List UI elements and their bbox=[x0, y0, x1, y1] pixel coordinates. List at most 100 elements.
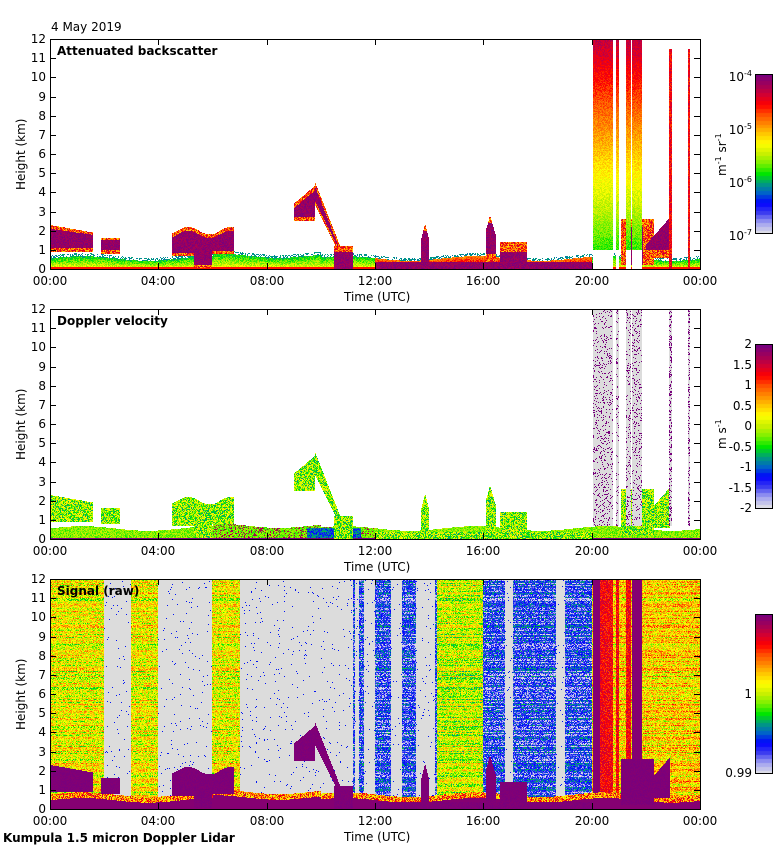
panel-2-xlabel: Time (UTC) bbox=[344, 560, 411, 574]
panel-1-xtick-label: 20:00 bbox=[574, 274, 610, 288]
unit-exponent: -1 bbox=[714, 156, 723, 165]
panel-3-ytick-right bbox=[694, 771, 700, 772]
panel-3-ytick bbox=[50, 752, 56, 753]
panel-3-ytick bbox=[50, 598, 56, 599]
panel-3-ytick-label: 9 bbox=[38, 630, 46, 644]
panel-2-ytick-label: 5 bbox=[38, 436, 46, 450]
panel-3-xtick-label: 20:00 bbox=[574, 814, 610, 828]
panel-3-ytick bbox=[50, 713, 56, 714]
panel-1-xtick-top bbox=[483, 39, 484, 45]
panel-2-ylabel: Height (km) bbox=[14, 388, 28, 460]
panel-2-colorbar-tick-label: 2 bbox=[744, 337, 752, 351]
tick-exponent: -4 bbox=[744, 69, 752, 78]
panel-1-ytick bbox=[50, 154, 56, 155]
panel-2-colorbar-tick-label: 0.5 bbox=[732, 399, 752, 413]
panel-2-ytick-label: 7 bbox=[38, 398, 46, 412]
panel-1-ytick bbox=[50, 77, 56, 78]
panel-1-xtick-top bbox=[158, 39, 159, 45]
panel-3-ytick-right bbox=[694, 790, 700, 791]
panel-3-xtick bbox=[483, 803, 484, 809]
panel-3-ytick-right bbox=[694, 598, 700, 599]
panel-3-ytick bbox=[50, 675, 56, 676]
panel-2-ytick bbox=[50, 520, 56, 521]
panel-3-colorbar bbox=[755, 614, 773, 774]
panel-3-ytick-label: 4 bbox=[38, 725, 46, 739]
panel-3-ytick-right bbox=[694, 752, 700, 753]
panel-2-colorbar bbox=[755, 344, 773, 509]
panel-1-xtick-top bbox=[375, 39, 376, 45]
panel-1-ytick-label: 0 bbox=[38, 262, 46, 276]
panel-1-xtick bbox=[483, 263, 484, 269]
panel-3-ytick-label: 10 bbox=[30, 610, 46, 624]
panel-1-colorbar-unit: m-1 sr-1 bbox=[714, 133, 729, 176]
panel-2-xtick-label: 20:00 bbox=[574, 544, 610, 558]
tick-exponent: -5 bbox=[744, 122, 752, 131]
panel-2-ytick-label: 9 bbox=[38, 360, 46, 374]
panel-3-xtick-top bbox=[592, 579, 593, 585]
panel-3-ytick-label: 2 bbox=[38, 764, 46, 778]
panel-2-colorbar-unit: m s-1 bbox=[714, 419, 729, 449]
panel-2-xtick bbox=[158, 533, 159, 539]
panel-2-ytick-right bbox=[694, 501, 700, 502]
panel-2-heatmap bbox=[50, 309, 700, 539]
panel-2-ytick bbox=[50, 347, 56, 348]
panel-1-frame bbox=[50, 39, 701, 270]
unit-text: m s bbox=[715, 426, 729, 449]
panel-1-ytick-label: 2 bbox=[38, 224, 46, 238]
panel-1-ytick-label: 8 bbox=[38, 109, 46, 123]
date-label: 4 May 2019 bbox=[51, 20, 122, 34]
panel-1-ytick bbox=[50, 135, 56, 136]
panel-1-xtick bbox=[592, 263, 593, 269]
panel-1-ytick-right bbox=[694, 116, 700, 117]
tick-base: 10 bbox=[728, 229, 745, 243]
panel-1-ytick bbox=[50, 212, 56, 213]
panel-1-ytick-right bbox=[694, 192, 700, 193]
panel-2-ytick-label: 3 bbox=[38, 475, 46, 489]
panel-3-ytick bbox=[50, 694, 56, 695]
panel-2-ytick-right bbox=[694, 443, 700, 444]
panel-1-ytick bbox=[50, 116, 56, 117]
panel-1-ytick-label: 11 bbox=[30, 51, 46, 65]
panel-1-ytick bbox=[50, 58, 56, 59]
panel-1-xtick-label: 00:00 bbox=[682, 274, 718, 288]
panel-2-xtick bbox=[483, 533, 484, 539]
panel-1-ylabel: Height (km) bbox=[14, 118, 28, 190]
panel-2-ytick-right bbox=[694, 424, 700, 425]
panel-2-ytick-label: 8 bbox=[38, 379, 46, 393]
panel-1-ytick-label: 3 bbox=[38, 205, 46, 219]
panel-2-ytick-right bbox=[694, 347, 700, 348]
unit-exponent: -1 bbox=[714, 418, 723, 427]
panel-3-ytick-label: 0 bbox=[38, 802, 46, 816]
panel-3-ytick-right bbox=[694, 694, 700, 695]
panel-3-xtick-label: 00:00 bbox=[682, 814, 718, 828]
panel-1-colorbar-tick-label: 10-7 bbox=[712, 227, 752, 242]
panel-2-xtick-label: 16:00 bbox=[465, 544, 501, 558]
panel-1-ytick-right bbox=[694, 231, 700, 232]
panel-1-colorbar bbox=[755, 74, 773, 234]
panel-2-xtick-top bbox=[158, 309, 159, 315]
tick-base: 10 bbox=[728, 123, 745, 137]
panel-2-xtick-label: 00:00 bbox=[32, 544, 68, 558]
panel-1-ytick-label: 4 bbox=[38, 185, 46, 199]
panel-2-colorbar-tick-label: -0.5 bbox=[728, 440, 752, 454]
panel-3-ytick bbox=[50, 637, 56, 638]
panel-2-xtick-top bbox=[267, 309, 268, 315]
panel-2-xtick-top bbox=[483, 309, 484, 315]
panel-1-xtick bbox=[158, 263, 159, 269]
tick-exponent: -7 bbox=[744, 228, 752, 237]
panel-2-ytick bbox=[50, 424, 56, 425]
panel-3-ytick-label: 7 bbox=[38, 668, 46, 682]
panel-2-ytick bbox=[50, 367, 56, 368]
panel-3-xtick-label: 04:00 bbox=[140, 814, 176, 828]
panel-1-xtick bbox=[267, 263, 268, 269]
panel-3-xtick bbox=[158, 803, 159, 809]
panel-2-xtick bbox=[592, 533, 593, 539]
panel-3-xtick bbox=[375, 803, 376, 809]
panel-3-ytick-right bbox=[694, 713, 700, 714]
panel-2-ytick bbox=[50, 405, 56, 406]
panel-2-colorbar-tick-label: 1 bbox=[744, 378, 752, 392]
panel-2-ytick-label: 12 bbox=[30, 302, 46, 316]
panel-2-ytick bbox=[50, 443, 56, 444]
panel-2-xtick bbox=[375, 533, 376, 539]
panel-3-title: Signal (raw) bbox=[57, 584, 140, 598]
